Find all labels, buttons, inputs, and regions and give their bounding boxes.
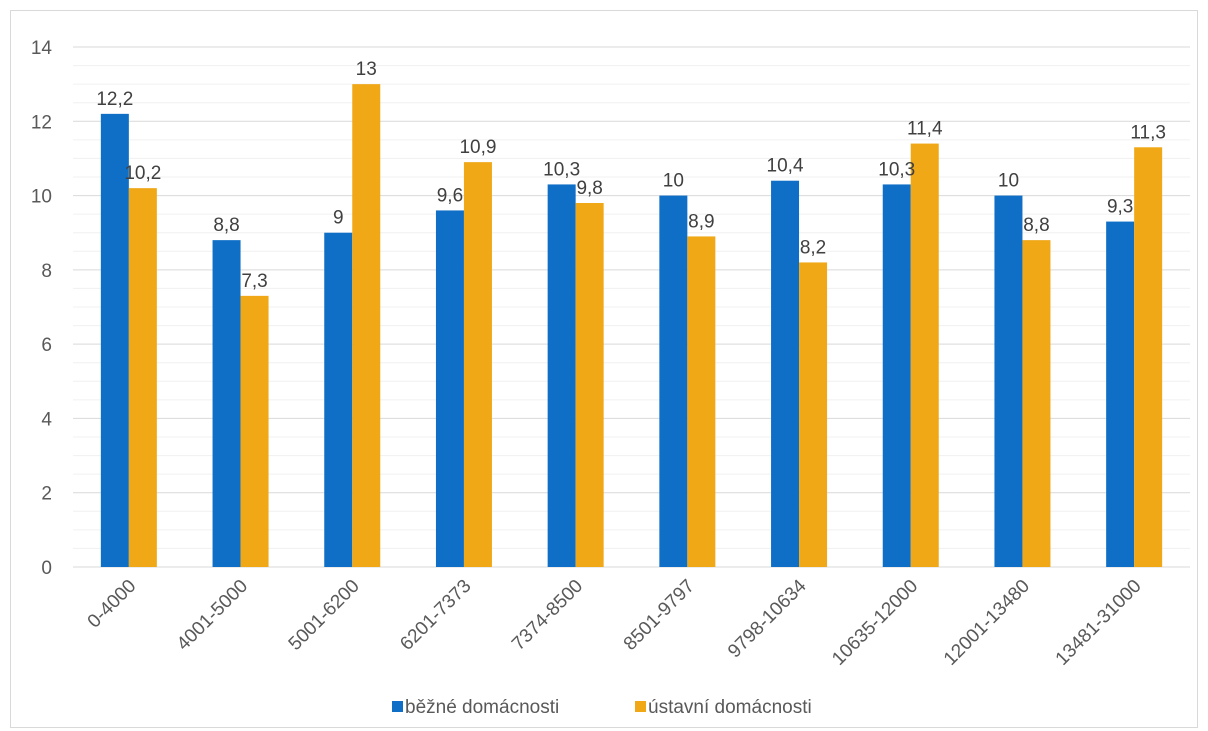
bar [799, 262, 828, 567]
data-label: 12,2 [96, 89, 133, 110]
bar [435, 210, 464, 567]
bar [994, 195, 1023, 568]
data-label: 10,9 [459, 137, 496, 158]
x-tick-label: 0-4000 [84, 576, 141, 633]
y-tick-label: 4 [41, 409, 52, 430]
data-label: 13 [356, 59, 377, 80]
data-labels: 12,2 8,8 9 9,6 10,3 10 10,4 10,3 10 9,3 10,2 7,3 13 1… [96, 59, 1166, 292]
bar [352, 84, 381, 568]
legend-swatch [635, 701, 646, 712]
x-axis-ticks: 0-4000 4001-5000 5001-6200 6201-7373 7374-85… [84, 575, 1146, 669]
x-tick-label: 4001-5000 [173, 576, 252, 655]
bar [910, 143, 939, 568]
x-tick-label: 9798-10634 [724, 575, 811, 662]
x-tick-label: 7374-8500 [508, 576, 587, 655]
y-tick-label: 0 [41, 558, 52, 579]
data-label: 9 [333, 208, 344, 229]
data-label: 9,6 [437, 185, 463, 206]
data-label: 10 [998, 171, 1019, 192]
x-tick-label: 8501-9797 [620, 576, 699, 655]
data-label: 8,8 [213, 215, 239, 236]
data-label: 8,9 [688, 211, 714, 232]
bar [100, 113, 129, 567]
data-label: 10,2 [124, 163, 161, 184]
bars [100, 84, 1163, 568]
bar [463, 162, 492, 567]
data-label: 8,2 [800, 237, 826, 258]
data-label: 11,3 [1130, 122, 1166, 143]
y-tick-label: 8 [41, 261, 52, 282]
bar [687, 236, 716, 567]
legend: běžné domácnosti ústavní domácnosti [392, 697, 812, 718]
bar [575, 203, 604, 567]
data-label: 7,3 [241, 271, 267, 292]
data-label: 9,8 [576, 178, 602, 199]
bar [1106, 221, 1135, 568]
bar [240, 295, 269, 567]
bar [128, 188, 157, 567]
bar [882, 184, 911, 567]
data-label: 10,3 [878, 159, 915, 180]
bar [771, 180, 800, 567]
legend-swatch [392, 701, 403, 712]
data-label: 10 [663, 171, 684, 192]
data-label: 10,3 [543, 159, 580, 180]
bar [212, 240, 241, 567]
legend-label: ústavní domácnosti [648, 697, 812, 718]
x-tick-label: 5001-6200 [285, 576, 364, 655]
y-tick-label: 6 [41, 335, 52, 356]
x-tick-label: 13481-31000 [1052, 576, 1146, 670]
bar [1022, 240, 1051, 567]
bar [547, 184, 576, 567]
y-tick-label: 14 [31, 38, 53, 59]
y-axis-ticks: 0 2 4 6 8 10 12 14 [31, 38, 53, 579]
data-label: 9,3 [1107, 197, 1133, 218]
x-tick-label: 6201-7373 [396, 576, 475, 655]
bar [324, 232, 353, 567]
x-tick-label: 10635-12000 [828, 576, 922, 670]
y-tick-label: 10 [31, 187, 52, 208]
legend-label: běžné domácnosti [405, 697, 559, 718]
bar [659, 195, 688, 568]
bar [1134, 147, 1163, 568]
y-tick-label: 2 [41, 484, 52, 505]
data-label: 11,4 [907, 119, 943, 140]
x-tick-label: 12001-13480 [940, 576, 1034, 670]
data-label: 8,8 [1023, 215, 1049, 236]
data-label: 10,4 [767, 156, 804, 177]
y-tick-label: 12 [31, 112, 52, 133]
